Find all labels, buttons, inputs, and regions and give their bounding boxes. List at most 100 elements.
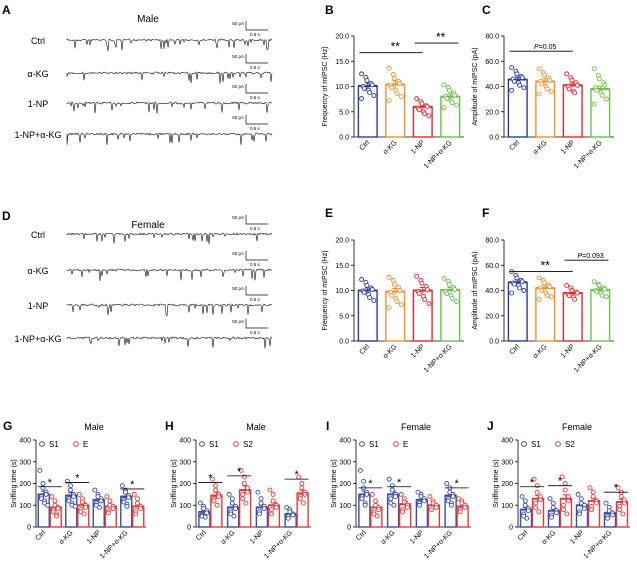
data-point bbox=[299, 481, 305, 486]
data-point bbox=[414, 96, 420, 102]
legend-label: S2 bbox=[565, 440, 575, 449]
x-tick-label: α-KG bbox=[541, 529, 558, 546]
panel-letter: J bbox=[487, 419, 494, 433]
bar-panels: B 0.0 5.0 10.0 15.0 20.0 Frequency of mIPSC (H… bbox=[3, 3, 630, 560]
data-point bbox=[214, 502, 220, 508]
data-point bbox=[369, 82, 375, 88]
data-point bbox=[561, 502, 567, 508]
y-tick-label: 0 bbox=[187, 525, 191, 532]
panel-title: Male bbox=[246, 422, 266, 432]
panel-letter: F bbox=[482, 206, 489, 220]
data-point bbox=[603, 96, 609, 102]
data-point bbox=[49, 494, 55, 499]
data-point bbox=[95, 494, 101, 499]
data-point bbox=[66, 498, 72, 504]
data-point bbox=[603, 500, 609, 506]
data-point bbox=[618, 494, 624, 499]
data-point bbox=[231, 513, 237, 519]
data-point bbox=[427, 494, 433, 499]
data-point bbox=[405, 504, 410, 510]
data-point bbox=[359, 276, 365, 282]
data-point bbox=[229, 496, 235, 502]
data-point bbox=[449, 100, 455, 106]
data-point bbox=[590, 489, 596, 495]
data-point bbox=[591, 66, 597, 72]
data-point bbox=[590, 494, 596, 499]
legend-marker bbox=[555, 441, 561, 447]
data-point bbox=[398, 94, 404, 100]
data-point bbox=[287, 509, 293, 515]
trace-row-label: 1-NP+α-KG bbox=[15, 130, 62, 140]
data-point bbox=[536, 509, 542, 515]
data-point bbox=[81, 511, 87, 517]
p-value: =0.05 bbox=[539, 44, 557, 51]
x-tick-label: 1-NP bbox=[409, 529, 425, 545]
scale-bar bbox=[245, 115, 268, 125]
data-point bbox=[550, 504, 556, 510]
panel-letter: D bbox=[2, 209, 11, 223]
x-tick-label: α-KG bbox=[220, 529, 237, 546]
data-point bbox=[594, 87, 600, 93]
legend-marker bbox=[393, 441, 399, 447]
data-point bbox=[453, 299, 459, 305]
x-tick-label: α-KG bbox=[380, 529, 397, 546]
significance-mark: ** bbox=[541, 259, 551, 273]
data-point bbox=[390, 71, 396, 77]
legend-marker bbox=[199, 441, 205, 447]
x-tick-label: α-KG bbox=[382, 343, 399, 360]
data-point bbox=[562, 481, 568, 486]
significance-mark: * bbox=[614, 482, 619, 494]
data-point bbox=[517, 285, 523, 291]
y-tick-label: 300 bbox=[179, 459, 191, 466]
y-tick-label: 100 bbox=[339, 503, 351, 510]
data-point bbox=[386, 65, 392, 71]
panel-title: Male bbox=[137, 14, 159, 25]
data-point bbox=[581, 506, 587, 511]
data-point bbox=[50, 509, 56, 515]
data-point bbox=[392, 75, 397, 81]
x-tick-label: 1-NP+α-KG bbox=[573, 343, 604, 374]
data-point bbox=[509, 65, 515, 71]
data-point bbox=[240, 491, 246, 497]
data-point bbox=[456, 496, 462, 502]
data-point bbox=[394, 91, 400, 97]
significance-mark: * bbox=[237, 466, 242, 478]
data-point bbox=[574, 290, 580, 296]
data-point bbox=[544, 293, 550, 298]
data-point bbox=[578, 500, 584, 506]
legend-label: S1 bbox=[209, 440, 219, 449]
data-point bbox=[397, 81, 403, 86]
chart-panel-b: B 0.0 5.0 10.0 15.0 20.0 Frequency of mIPSC (H… bbox=[322, 3, 464, 170]
data-point bbox=[284, 504, 290, 510]
scale-time-label: 0.5 s bbox=[250, 126, 261, 131]
trace-line bbox=[66, 132, 273, 145]
data-point bbox=[615, 485, 621, 491]
data-point bbox=[376, 507, 382, 513]
data-point bbox=[245, 489, 250, 495]
y-tick-label: 200 bbox=[19, 481, 31, 488]
data-point bbox=[209, 476, 215, 482]
data-point bbox=[133, 511, 139, 517]
data-point bbox=[386, 98, 392, 104]
x-tick-label: 1-NP bbox=[560, 343, 576, 359]
y-tick-label: 200 bbox=[179, 481, 191, 488]
data-point bbox=[441, 105, 447, 111]
trace-line bbox=[66, 38, 273, 52]
data-point bbox=[419, 101, 425, 107]
legend-marker bbox=[521, 441, 527, 447]
data-point bbox=[603, 294, 609, 300]
data-point bbox=[364, 491, 370, 497]
scale-amp-label: 50 pA bbox=[232, 251, 244, 256]
data-point bbox=[421, 498, 427, 504]
data-point bbox=[92, 487, 98, 493]
y-tick-label: 100 bbox=[179, 503, 191, 510]
data-point bbox=[457, 509, 463, 515]
data-point bbox=[290, 512, 296, 518]
trace-line bbox=[66, 268, 273, 282]
y-tick-label: 5.0 bbox=[339, 313, 349, 320]
data-point bbox=[422, 111, 428, 117]
data-point bbox=[121, 499, 127, 505]
data-point bbox=[369, 491, 375, 497]
significance-mark: * bbox=[208, 472, 213, 484]
panel-letter: A bbox=[2, 3, 11, 17]
